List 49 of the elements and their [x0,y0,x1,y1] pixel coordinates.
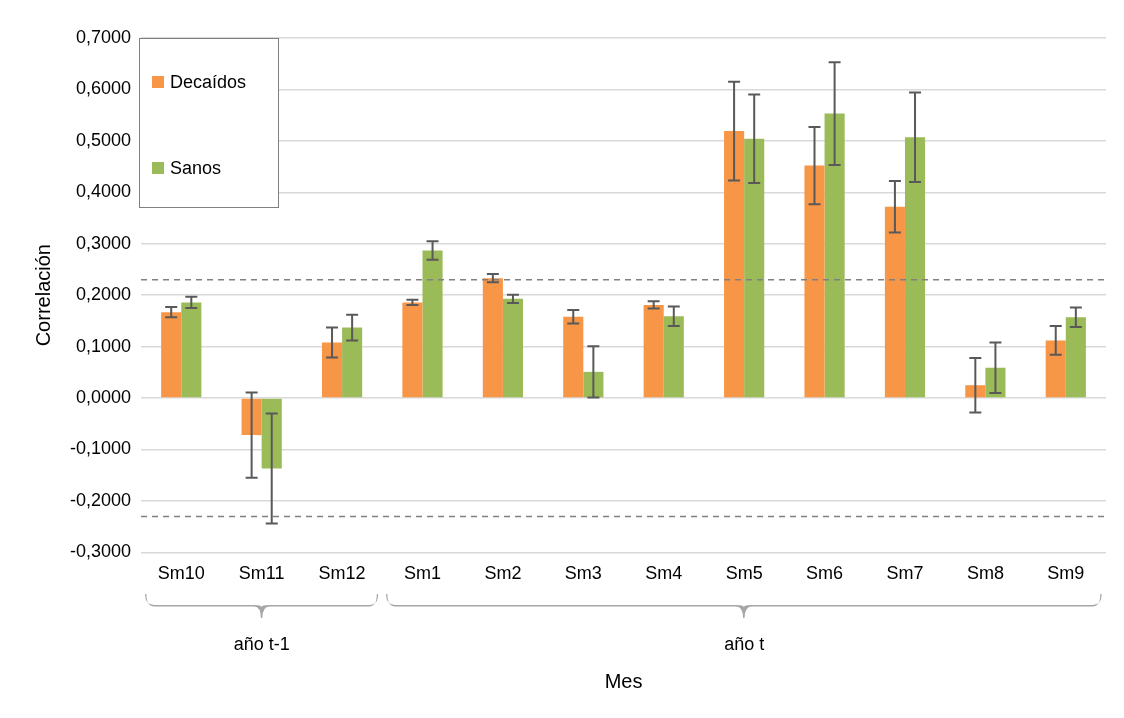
y-tick-label: 0,2000 [75,284,132,305]
bar [402,302,423,398]
bar [804,165,825,398]
bar [643,304,664,398]
bar [724,131,745,398]
bar [904,137,926,398]
bar [663,316,684,398]
y-tick-label: 0,5000 [75,129,132,150]
bar [342,327,363,398]
x-tick-label: Sm9 [1047,563,1085,584]
x-tick-label: Sm5 [725,563,763,584]
bar [502,298,524,398]
y-tick-label: 0,7000 [75,26,132,47]
x-tick-label: Sm2 [484,563,522,584]
y-tick-label: 0,1000 [75,335,132,356]
y-tick-label: -0,1000 [69,438,132,459]
x-tick-label: Sm11 [238,563,285,584]
bar [744,138,765,398]
bar [321,342,343,398]
bar [261,398,282,469]
y-tick-label: 0,3000 [75,232,132,253]
y-tick-label: 0,6000 [75,78,132,99]
x-tick-label: Sm1 [403,563,441,584]
bar [181,302,202,398]
text: año t [724,634,765,655]
bar [1065,317,1086,398]
legend-label: Decaídos [170,71,247,93]
bar [1045,340,1066,398]
y-axis-title: Correlación [31,244,54,347]
x-tick-label: Sm4 [645,563,683,584]
y-tick-label: 0,4000 [75,181,132,202]
x-tick-label: Sm8 [966,563,1004,584]
legend-label: Sanos [170,157,222,179]
y-tick-label: 0,0000 [75,387,132,408]
y-tick-label: -0,2000 [69,489,132,510]
x-axis-title: Mes [604,669,643,692]
x-tick-label: Sm10 [157,563,205,584]
bar [884,206,905,398]
x-tick-label: Sm3 [564,563,602,584]
x-tick-label: Sm12 [318,563,366,584]
x-tick-label: Sm7 [886,563,924,584]
bar [161,312,182,398]
bar [422,250,443,398]
text: año t-1 [233,634,290,655]
bar [563,316,584,398]
x-tick-label: Sm6 [806,563,844,584]
y-tick-label: -0,3000 [69,541,132,562]
bar [824,113,845,398]
bar [482,278,503,398]
